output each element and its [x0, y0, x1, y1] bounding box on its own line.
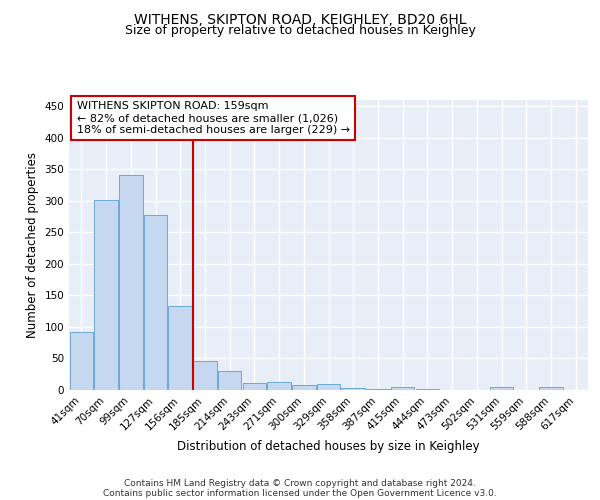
Bar — [218, 371, 241, 390]
Bar — [539, 388, 563, 390]
Bar — [317, 384, 340, 390]
Bar — [70, 332, 93, 390]
Text: Size of property relative to detached houses in Keighley: Size of property relative to detached ho… — [125, 24, 475, 37]
X-axis label: Distribution of detached houses by size in Keighley: Distribution of detached houses by size … — [177, 440, 480, 453]
Text: Contains HM Land Registry data © Crown copyright and database right 2024.: Contains HM Land Registry data © Crown c… — [124, 478, 476, 488]
Bar — [292, 385, 316, 390]
Bar — [268, 382, 291, 390]
Y-axis label: Number of detached properties: Number of detached properties — [26, 152, 39, 338]
Bar — [169, 306, 192, 390]
Bar — [341, 388, 365, 390]
Bar — [490, 388, 513, 390]
Bar — [366, 388, 389, 390]
Text: Contains public sector information licensed under the Open Government Licence v3: Contains public sector information licen… — [103, 488, 497, 498]
Bar — [94, 200, 118, 390]
Bar — [242, 383, 266, 390]
Bar — [144, 214, 167, 390]
Bar — [119, 175, 143, 390]
Bar — [193, 361, 217, 390]
Text: WITHENS, SKIPTON ROAD, KEIGHLEY, BD20 6HL: WITHENS, SKIPTON ROAD, KEIGHLEY, BD20 6H… — [134, 12, 466, 26]
Text: WITHENS SKIPTON ROAD: 159sqm
← 82% of detached houses are smaller (1,026)
18% of: WITHENS SKIPTON ROAD: 159sqm ← 82% of de… — [77, 102, 350, 134]
Bar — [391, 388, 415, 390]
